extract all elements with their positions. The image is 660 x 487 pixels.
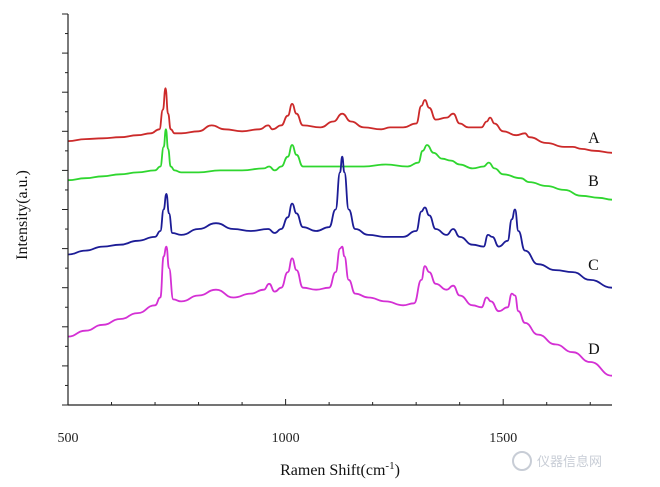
label-layer: A B C D [588, 130, 600, 358]
x-axis-title: Ramen Shift(cm-1) [280, 460, 400, 479]
watermark-logo-icon [512, 451, 532, 471]
series-line-a [67, 87, 613, 154]
axes-layer [67, 14, 612, 406]
series-label-c: C [588, 257, 599, 274]
series-label-b: B [588, 173, 599, 190]
x-tick-label: 500 [58, 431, 79, 446]
watermark: 仪器信息网 [512, 451, 602, 471]
series-label-a: A [588, 130, 600, 147]
watermark-text: 仪器信息网 [537, 454, 602, 470]
x-tick-label: 1000 [272, 431, 300, 446]
series-line-c [67, 155, 613, 289]
series-label-d: D [588, 341, 600, 358]
x-tick-label: 1500 [489, 431, 517, 446]
series-line-d [67, 245, 613, 377]
series-layer [67, 87, 613, 377]
series-line-b [67, 128, 613, 201]
tick-layer: 500 1000 1500 [58, 13, 591, 446]
y-axis-title: Intensity(a.u.) [14, 170, 31, 260]
